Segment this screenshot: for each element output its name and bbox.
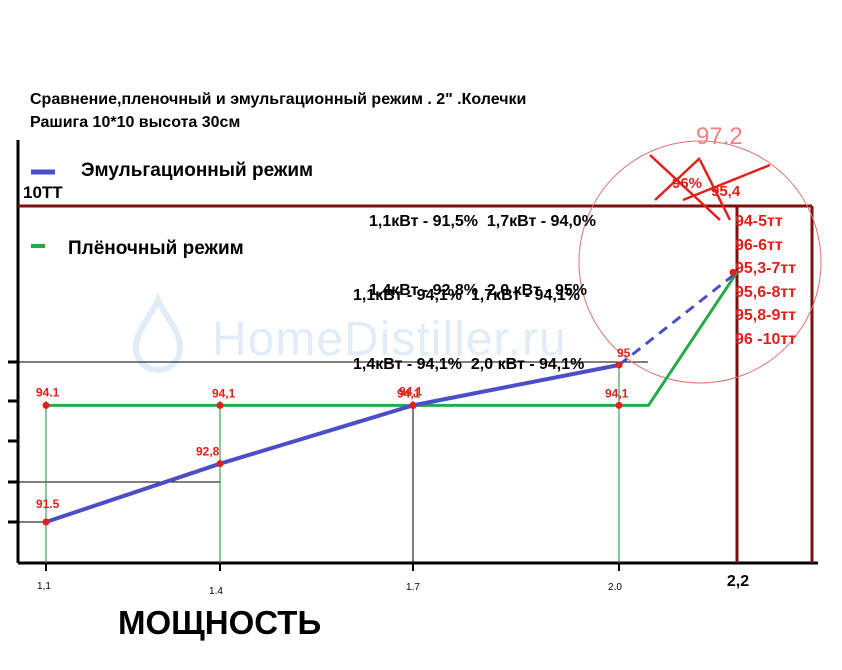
data-point <box>615 361 623 369</box>
emulsion-stats: 1,1кВт - 91,5% 1,7кВт - 94,0% 1.4кВт - 9… <box>369 164 596 325</box>
series-emulsion-line <box>45 363 620 524</box>
x-tick-label: 2,2 <box>727 573 749 590</box>
crossed-value: 96% <box>672 175 702 192</box>
series-film-line <box>46 271 739 407</box>
tt-list-item: 96-6тт <box>735 236 783 254</box>
watermark-drop-icon <box>132 292 184 373</box>
film-stats: 1,1кВт - 94,1% 1,7кВт - 94,1% 1,4кВт - 9… <box>353 238 584 399</box>
legend-emulsion-label: Эмульгационный режим <box>81 160 314 181</box>
legend-film-label: Плёночный режим <box>68 238 244 259</box>
x-tick-label: 1,1 <box>37 581 51 592</box>
data-point <box>42 518 50 526</box>
strike-marks <box>649 154 771 221</box>
data-point <box>42 401 50 409</box>
series-emulsion-projection <box>618 271 738 367</box>
data-point <box>216 460 224 468</box>
data-point <box>216 401 224 409</box>
data-label: 92,8 <box>196 445 220 459</box>
chart-title-line: Рашига 10*10 высота 30см <box>30 114 241 131</box>
tt-list-item: 95,8-9тт <box>735 307 797 324</box>
reference-frame <box>18 204 814 563</box>
reference-line-label: 10ТТ <box>23 183 63 202</box>
data-label: 95 <box>617 346 631 360</box>
crossed-value: 95,4 <box>711 183 741 200</box>
tt-list-item: 95,6-8тт <box>735 283 797 301</box>
highlight-circle <box>578 140 822 384</box>
data-point <box>409 401 417 409</box>
film-stats-line: 1,1кВт - 94,1% 1,7кВт - 94,1% <box>353 287 580 304</box>
data-label: 94,1 <box>605 386 629 400</box>
data-label: 94.1 <box>36 385 60 399</box>
x-tick-label: 1.4 <box>209 586 223 597</box>
chart-title: Сравнение,пленочный и эмульгационный реж… <box>30 88 526 134</box>
peak-value-annotation: 97.2 <box>696 123 743 150</box>
data-label: 91.5 <box>36 497 60 511</box>
emulsion-stats-line: 1.4кВт - 92,8% 2,0 кВт - 95% <box>369 282 588 299</box>
data-point <box>729 268 737 276</box>
tt-list-item: 96 -10тт <box>735 330 797 348</box>
y-ticks <box>8 360 18 524</box>
film-stats-line: 1,4кВт - 94,1% 2,0 кВт - 94,1% <box>353 356 585 373</box>
helper-lines <box>18 361 648 563</box>
tt-list-item: 95,3-7тт <box>735 260 797 277</box>
data-label: 94,1 <box>397 386 421 400</box>
x-tick-label: 2.0 <box>608 582 622 593</box>
chart-title-line: Сравнение,пленочный и эмульгационный реж… <box>30 91 527 108</box>
x-ticks <box>45 563 620 571</box>
tt-list: 94-5тт 96-6тт 95,3-7тт 95,6-8тт 95,8-9тт… <box>735 210 796 351</box>
data-point <box>615 401 623 409</box>
x-tick-label: 1.7 <box>406 582 420 593</box>
emulsion-stats-line: 1,1кВт - 91,5% 1,7кВт - 94,0% <box>369 213 596 230</box>
watermark: HomeDistiller.ru <box>212 313 567 366</box>
tt-list-item: 94-5тт <box>735 213 783 230</box>
data-label: 94,1 <box>212 386 236 400</box>
data-label: 94,1 <box>399 384 423 398</box>
x-axis-title: МОЩНОСТЬ <box>118 604 322 641</box>
